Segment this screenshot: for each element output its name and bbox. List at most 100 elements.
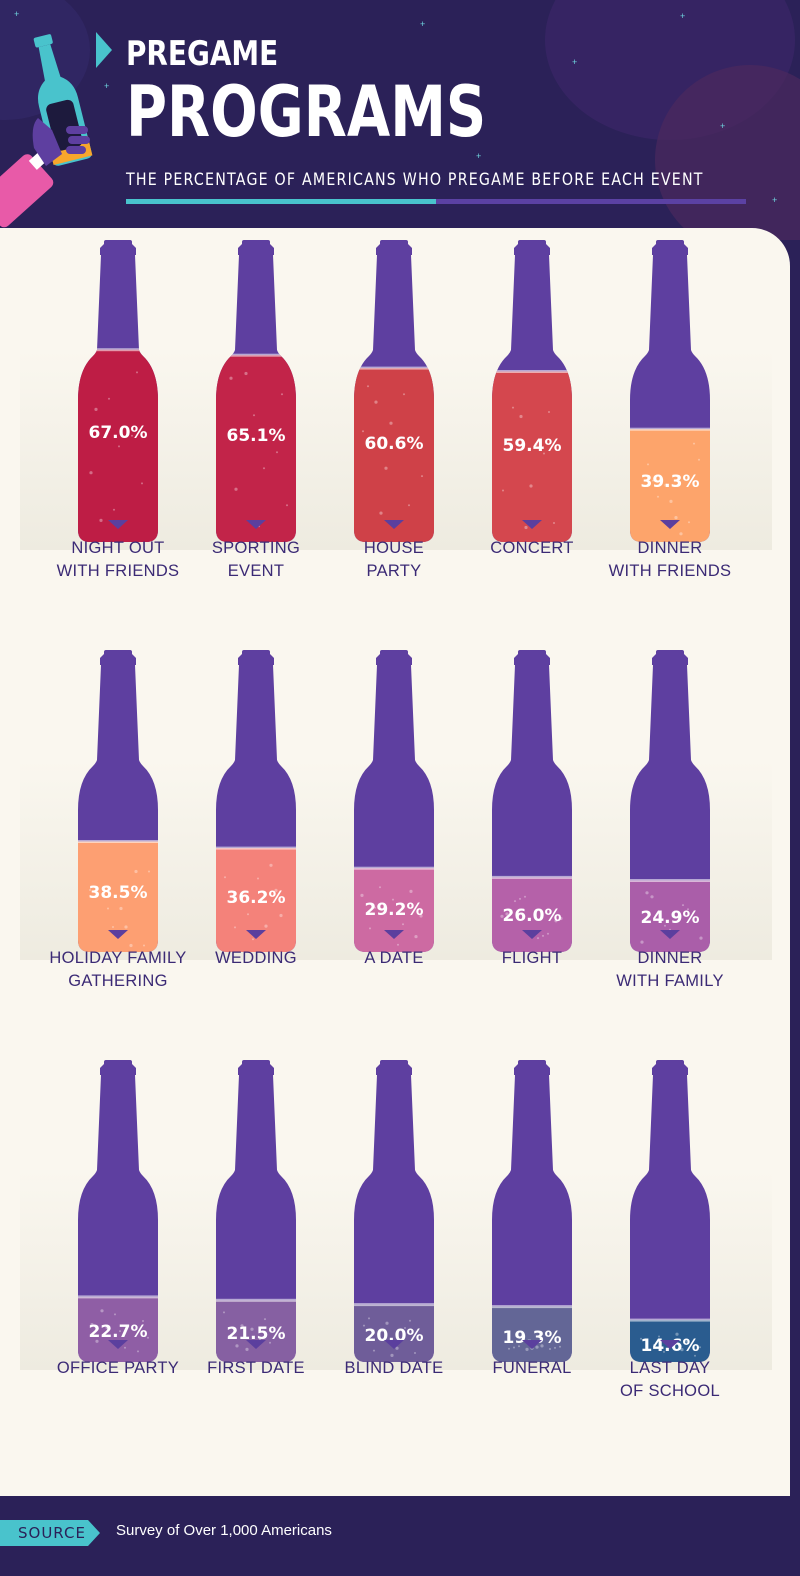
bottle-fill-bar (492, 877, 572, 952)
bubble (543, 452, 545, 455)
header: + + + + + + + + PREGAME PROGRAMS THE PER… (0, 0, 800, 240)
bubble (514, 900, 516, 903)
bubble (390, 1353, 394, 1357)
bubble (508, 1347, 510, 1350)
bubble (369, 927, 371, 930)
category-label: DINNER WITH FRIENDS (608, 539, 732, 580)
bottle-svg (492, 240, 572, 542)
bubble (409, 1319, 411, 1322)
category-label: A DATE (364, 949, 424, 967)
bubble (264, 924, 268, 928)
bubble (529, 484, 533, 488)
fill-line (630, 879, 710, 882)
bubble (699, 1346, 701, 1349)
fill-line (216, 353, 296, 357)
bottle-cap (652, 1060, 688, 1075)
bubble (89, 471, 93, 475)
fill-line (492, 1305, 572, 1309)
bubble (385, 1321, 389, 1325)
bubble (534, 443, 538, 447)
bubble (389, 421, 393, 425)
bottle-item: 67.0% NIGHT OUT WITH FRIENDS (43, 220, 193, 630)
category-label: BLIND DATE (344, 1359, 444, 1377)
bubble (234, 926, 236, 929)
category-label: LAST DAY OF SCHOOL (620, 1359, 720, 1400)
bubble (224, 876, 226, 879)
bubble (269, 1341, 271, 1344)
bubble (397, 943, 399, 946)
bubble (239, 429, 243, 433)
bottle-cap (652, 240, 688, 255)
bubble (408, 504, 410, 507)
bottle-body (78, 1075, 158, 1362)
bubble (286, 504, 288, 507)
value-label: 36.2% (226, 888, 286, 908)
bottle-cap (514, 240, 550, 255)
fill-line (630, 1318, 710, 1322)
value-label: 65.1% (226, 426, 286, 446)
bubble (367, 385, 369, 388)
bubble (143, 944, 145, 947)
value-label: 22.7% (88, 1322, 148, 1342)
bubble (682, 904, 684, 907)
value-label: 39.3% (640, 472, 700, 492)
bubble (507, 448, 509, 450)
value-label: 59.4% (502, 436, 562, 456)
bottle-cap (376, 650, 412, 665)
caret-down-icon (660, 930, 680, 939)
star-icon: + (476, 151, 482, 161)
bottle-cap (100, 240, 136, 255)
bottle-item: 38.5% HOLIDAY FAMILY GATHERING (43, 630, 193, 1040)
star-icon: + (720, 121, 726, 131)
star-icon: + (680, 11, 686, 21)
bubble (95, 1339, 99, 1343)
bubble (223, 1311, 225, 1314)
chart-panel: 67.0% NIGHT OUT WITH FRIENDS 65.1% SPORTING… (0, 228, 790, 1496)
bubble (257, 877, 259, 880)
fill-line (492, 875, 572, 879)
bubble (658, 1335, 660, 1338)
bubble (228, 1335, 230, 1337)
bubble (134, 869, 138, 874)
star-icon: + (772, 195, 778, 205)
value-label: 20.0% (364, 1326, 424, 1346)
caret-down-icon (660, 1340, 680, 1349)
value-label: 67.0% (88, 423, 148, 443)
bottle-body (216, 1075, 296, 1362)
bubble (247, 913, 249, 916)
bubble (374, 906, 376, 909)
bubble (147, 1336, 149, 1339)
bubble (240, 1324, 244, 1328)
bubble (699, 936, 703, 940)
bubble (276, 451, 278, 454)
bubble (403, 393, 405, 396)
bottle-item: 14.6% LAST DAY OF SCHOOL (595, 1040, 745, 1450)
star-icon: + (14, 9, 20, 19)
bottle-cap (238, 240, 274, 255)
bubble (640, 1337, 642, 1340)
bubble (279, 913, 283, 918)
bubble (518, 1345, 520, 1348)
bottle-item: 60.6% HOUSE PARTY (319, 220, 469, 630)
bubble (105, 1325, 109, 1330)
bubble (244, 371, 248, 376)
caret-down-icon (384, 1340, 404, 1349)
bubble (259, 1338, 261, 1341)
bottle-cap (652, 650, 688, 665)
bubble (84, 360, 88, 364)
page-title: PROGRAMS (126, 71, 487, 153)
caret-down-icon (660, 520, 680, 529)
bottle-svg (216, 240, 296, 542)
bottle-fill-bar (216, 1300, 296, 1362)
bottle-item: 22.7% OFFICE PARTY (43, 1040, 193, 1450)
bubble (281, 393, 283, 396)
bubble (363, 1324, 365, 1327)
bottle-fill-bar (492, 1306, 572, 1362)
bubble (229, 376, 233, 380)
bubble (368, 1317, 370, 1320)
bottle-item: 36.2% WEDDING (181, 630, 331, 1040)
bubble (264, 1318, 266, 1321)
bottle-body (354, 1075, 434, 1362)
bottle-svg (78, 650, 158, 952)
value-label: 38.5% (88, 883, 148, 903)
